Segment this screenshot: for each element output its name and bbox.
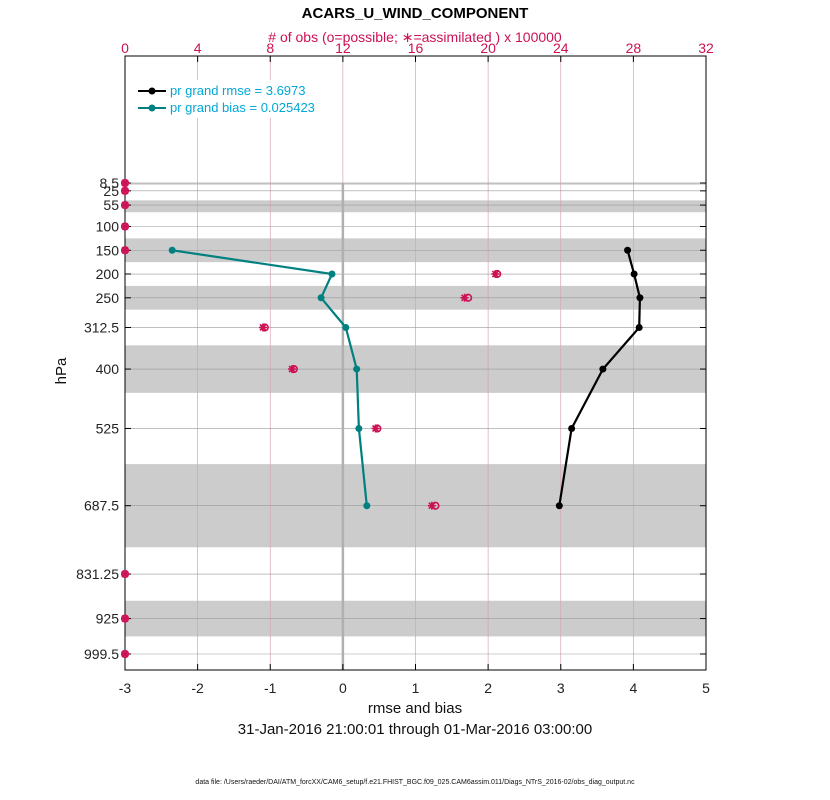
bottom-tick-label: 5 xyxy=(702,680,710,696)
obs-star-stroke xyxy=(288,365,296,373)
legend-box xyxy=(129,80,339,118)
rmse-point xyxy=(599,365,607,373)
y-tick-label: 200 xyxy=(96,266,120,282)
obs-star-stroke xyxy=(259,323,267,332)
axis-ticks: -3 -2 -1 0 1 2 3 4 50 4 8 12 16 20 24 28 328.52555100150… xyxy=(76,40,714,696)
bottom-tick-label: 4 xyxy=(629,680,637,696)
obs-assimilated-marker xyxy=(121,246,129,255)
bias-point xyxy=(342,323,350,331)
obs-star-stroke xyxy=(460,294,469,302)
rmse-point xyxy=(630,270,638,278)
obs-assimilated-marker xyxy=(121,201,129,210)
legend-rmse-label: pr grand rmse = 3.6973 xyxy=(170,83,306,98)
y-axis-label: hPa xyxy=(53,357,70,384)
obs-assimilated-marker xyxy=(121,614,129,623)
legend: pr grand rmse = 3.6973 pr grand bias = 0… xyxy=(129,80,339,118)
y-tick-label: 525 xyxy=(96,420,120,436)
bottom-tick-label: 0 xyxy=(339,680,347,696)
top-tick-label: 28 xyxy=(626,40,642,56)
y-tick-label: 999.5 xyxy=(84,646,119,662)
rmse-point xyxy=(568,424,576,432)
top-tick-label: 20 xyxy=(480,40,496,56)
obs-star-stroke xyxy=(121,246,129,254)
obs-assimilated-marker xyxy=(121,570,129,579)
obs-star-stroke xyxy=(121,570,129,578)
obs-assimilated-marker xyxy=(121,179,129,187)
y-tick-label: 925 xyxy=(96,611,120,627)
rmse-point xyxy=(636,294,644,302)
y-tick-label: 400 xyxy=(96,361,120,377)
top-tick-label: 12 xyxy=(335,40,351,56)
obs-star-stroke xyxy=(371,424,380,433)
bottom-tick-label: -2 xyxy=(191,680,204,696)
y-tick-label: 312.5 xyxy=(84,319,119,335)
obs-assimilated-marker xyxy=(491,270,500,279)
obs-assimilated-marker xyxy=(258,323,267,332)
obs-star-stroke xyxy=(121,222,129,231)
rmse-point xyxy=(635,323,643,331)
y-tick-label: 100 xyxy=(96,218,120,234)
obs-star-stroke xyxy=(121,615,129,623)
obs-assimilated-marker xyxy=(427,501,436,510)
obs-star-stroke xyxy=(491,270,499,278)
y-tick-label: 250 xyxy=(96,290,120,306)
bias-point xyxy=(328,270,336,278)
obs-assimilated-marker xyxy=(288,365,297,374)
obs-star-stroke xyxy=(121,201,129,209)
y-tick-label: 150 xyxy=(96,242,120,258)
obs-assimilated-marker xyxy=(121,650,129,658)
top-tick-label: 32 xyxy=(698,40,714,56)
legend-bias-label: pr grand bias = 0.025423 xyxy=(170,100,315,115)
top-tick-label: 16 xyxy=(408,40,424,56)
bias-point xyxy=(353,365,361,373)
y-tick-label: 25 xyxy=(103,183,119,199)
obs-count-markers xyxy=(120,178,502,659)
bias-point xyxy=(317,294,325,302)
rmse-point xyxy=(624,246,632,254)
series-layer xyxy=(168,246,644,510)
obs-assimilated-marker xyxy=(460,293,469,302)
rmse-point xyxy=(555,502,563,510)
y-tick-label: 55 xyxy=(103,197,119,213)
obs-star-stroke xyxy=(121,179,129,187)
y-tick-label: 8.5 xyxy=(100,175,120,191)
top-tick-label: 4 xyxy=(194,40,202,56)
date-range: 31-Jan-2016 21:00:01 through 01-Mar-2016… xyxy=(238,721,592,738)
x-axis-label: rmse and bias xyxy=(368,700,462,717)
top-axis-label: # of obs (o=possible; ∗=assimilated ) x … xyxy=(268,29,562,45)
legend-bias-marker xyxy=(148,104,156,112)
top-tick-label: 24 xyxy=(553,40,569,56)
bias-point xyxy=(355,424,363,432)
bias-point xyxy=(168,246,176,254)
bottom-tick-label: -3 xyxy=(119,680,132,696)
obs-star-stroke xyxy=(121,650,129,658)
footer-datafile: data file: /Users/raeder/DAI/ATM_forcXX/… xyxy=(195,779,635,786)
chart-title: ACARS_U_WIND_COMPONENT xyxy=(302,5,529,22)
obs-assimilated-marker xyxy=(121,222,129,231)
bottom-tick-label: 1 xyxy=(412,680,420,696)
bottom-tick-label: 3 xyxy=(557,680,565,696)
y-tick-label: 687.5 xyxy=(84,498,119,514)
legend-rmse-marker xyxy=(148,87,156,95)
bias-point xyxy=(363,502,371,510)
obs-assimilated-marker xyxy=(121,186,129,195)
obs-assimilated-marker xyxy=(371,424,380,433)
top-tick-label: 8 xyxy=(266,40,274,56)
y-tick-label: 831.25 xyxy=(76,566,119,582)
bottom-tick-label: -1 xyxy=(264,680,277,696)
bottom-tick-label: 2 xyxy=(484,680,492,696)
top-tick-label: 0 xyxy=(121,40,129,56)
obs-star-stroke xyxy=(121,187,129,195)
obs-star-stroke xyxy=(428,502,436,510)
